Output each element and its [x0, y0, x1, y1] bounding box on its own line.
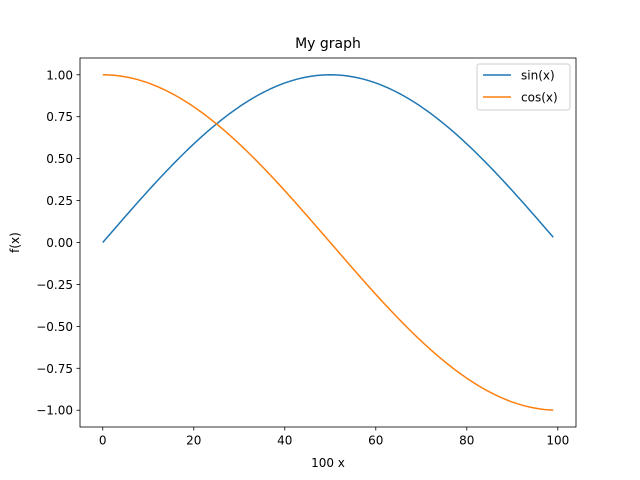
- y-tick-label: −0.25: [36, 278, 73, 292]
- plot-area: [80, 58, 576, 427]
- y-tick-label: 0.25: [46, 194, 73, 208]
- legend-label-0: sin(x): [521, 69, 555, 83]
- legend: sin(x) cos(x): [476, 63, 571, 111]
- x-tick-label: 0: [99, 434, 107, 448]
- y-axis: −1.00 −0.75 −0.50 −0.25 0.00 0.25 0.50 0.75 1.00: [36, 68, 80, 418]
- legend-label-1: cos(x): [521, 91, 558, 105]
- series-line-0: [102, 74, 554, 243]
- y-tick-label: −1.00: [36, 404, 73, 418]
- y-tick-label: −0.50: [36, 320, 73, 334]
- y-tick-label: 0.50: [46, 152, 73, 166]
- y-tick-label: 0.75: [46, 110, 73, 124]
- x-axis-label: 100 x: [311, 456, 345, 470]
- plot-frame: [79, 57, 577, 428]
- chart-title: My graph: [295, 36, 361, 52]
- series-line-1: [102, 74, 554, 411]
- y-tick-label: −0.75: [36, 362, 73, 376]
- series-layer: [102, 74, 554, 411]
- x-tick-label: 100: [546, 434, 569, 448]
- y-tick-label: 0.00: [46, 236, 73, 250]
- y-axis-label: f(x): [8, 232, 22, 253]
- y-tick-label: 1.00: [46, 68, 73, 82]
- x-tick-label: 40: [277, 434, 292, 448]
- x-axis: 0 20 40 60 80 100: [99, 427, 569, 448]
- x-tick-label: 60: [368, 434, 383, 448]
- x-tick-label: 20: [186, 434, 201, 448]
- x-tick-label: 80: [459, 434, 474, 448]
